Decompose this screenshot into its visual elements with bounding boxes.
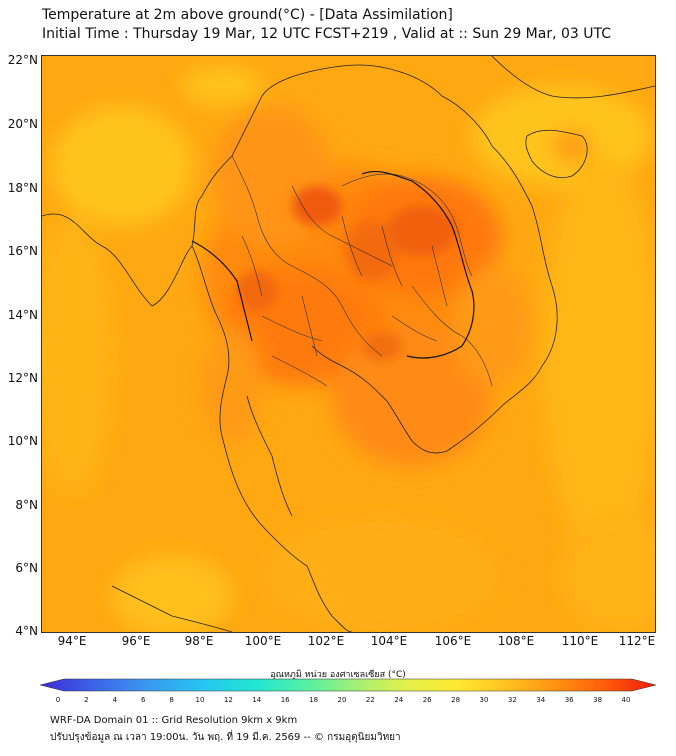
colorbar <box>40 678 656 692</box>
colorbar-tick-label: 38 <box>593 696 603 704</box>
admin-borders <box>231 155 493 387</box>
colorbar-tick-label: 26 <box>422 696 432 704</box>
lon-label: 96°E <box>121 634 151 648</box>
colorbar-tick-label: 16 <box>280 696 290 704</box>
colorbar-tick-label: 14 <box>252 696 262 704</box>
colorbar-tick-label: 22 <box>365 696 375 704</box>
colorbar-tick-label: 36 <box>564 696 574 704</box>
temperature-map <box>41 55 656 633</box>
coastlines <box>42 56 655 632</box>
chart-subtitle: Initial Time : Thursday 19 Mar, 12 UTC F… <box>42 26 612 42</box>
lon-label: 108°E <box>497 634 535 648</box>
lon-label: 100°E <box>244 634 282 648</box>
footer-update-info: ปรับปรุงข้อมูล ณ เวลา 19:00น. วัน พฤ. ที… <box>50 732 401 743</box>
lat-label: 4°N <box>15 624 38 638</box>
lat-label: 20°N <box>7 117 38 131</box>
colorbar-tick-label: 20 <box>337 696 347 704</box>
colorbar-tick-label: 6 <box>140 696 146 704</box>
lat-label: 22°N <box>7 53 38 67</box>
colorbar-tick-label: 34 <box>536 696 546 704</box>
lat-label: 14°N <box>7 308 38 322</box>
colorbar-tick-label: 40 <box>621 696 631 704</box>
country-borders <box>191 170 475 359</box>
lat-label: 12°N <box>7 371 38 385</box>
hot-spots <box>237 186 457 361</box>
colorbar-tick-label: 24 <box>394 696 404 704</box>
lon-label: 106°E <box>434 634 472 648</box>
colorbar-tick-label: 10 <box>195 696 205 704</box>
lat-label: 16°N <box>7 244 38 258</box>
colorbar-tick-label: 4 <box>112 696 118 704</box>
footer-model-info: WRF-DA Domain 01 :: Grid Resolution 9km … <box>50 715 298 726</box>
lat-label: 10°N <box>7 434 38 448</box>
lon-label: 98°E <box>184 634 214 648</box>
lon-label: 102°E <box>307 634 345 648</box>
lat-label: 18°N <box>7 181 38 195</box>
colorbar-tick-label: 28 <box>451 696 461 704</box>
lat-label: 8°N <box>15 498 38 512</box>
colorbar-tick-label: 30 <box>479 696 489 704</box>
colorbar-tick-label: 0 <box>55 696 61 704</box>
colorbar-bar <box>40 678 656 692</box>
colorbar-title: อุณหภูมิ หน่วย องศาเซลเซียส (°C) <box>270 670 406 680</box>
colorbar-tick-label: 12 <box>223 696 233 704</box>
colorbar-tick-label: 8 <box>169 696 174 704</box>
colorbar-tick-label: 32 <box>507 696 517 704</box>
lat-label: 6°N <box>15 561 38 575</box>
lon-label: 104°E <box>370 634 408 648</box>
chart-title: Temperature at 2m above ground(°C) - [Da… <box>42 7 453 23</box>
colorbar-tick-label: 18 <box>309 696 319 704</box>
lon-label: 112°E <box>618 634 656 648</box>
map-svg <box>42 56 655 632</box>
colorbar-tick-label: 2 <box>84 696 89 704</box>
lon-label: 94°E <box>57 634 87 648</box>
lon-label: 110°E <box>561 634 599 648</box>
